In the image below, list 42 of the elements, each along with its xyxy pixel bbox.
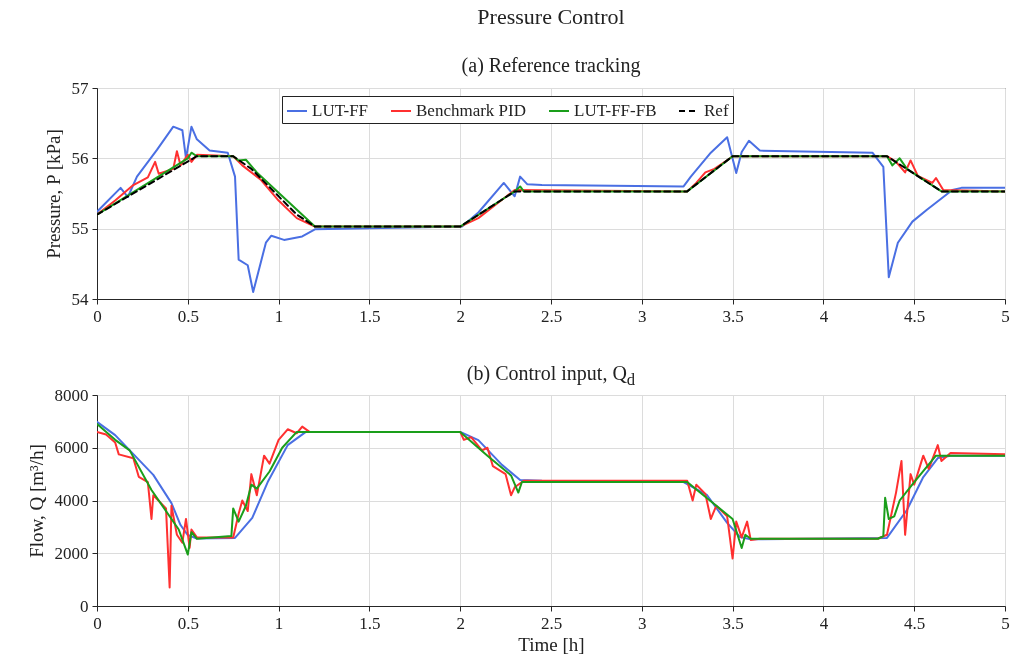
x-tick-label: 3.5 [722,613,744,633]
chart-title: Pressure Control [476,4,626,30]
legend-label: LUT-FF [312,101,369,120]
x-tick-label: 2.5 [540,613,563,633]
x-tick-label: 2 [456,306,465,326]
y-tick-label: 8000 [54,385,89,405]
x-tick-label: 4 [819,306,829,326]
legend-label: Ref [704,101,729,120]
legend-label: Benchmark PID [416,101,527,120]
x-tick-label: 0.5 [177,306,199,326]
x-tick-label: 5 [1001,306,1010,326]
y-tick-label: 54 [71,289,89,309]
x-tick-label: 0 [93,613,102,633]
x-tick-label: 4.5 [904,306,926,326]
chart-subtitle: (a) Reference tracking [460,54,642,77]
x-tick-label: 4.5 [904,613,926,633]
x-tick-label: 4 [819,613,829,633]
x-tick-label: 2.5 [540,306,563,326]
y-axis-title: Flow, Q [m³/h] [25,444,47,558]
x-tick-label: 0.5 [177,613,199,633]
y-tick-label: 0 [80,596,89,616]
x-tick-label: 3 [638,613,647,633]
x-axis-title: Time [h] [518,633,585,655]
y-tick-label: 4000 [54,491,89,510]
x-tick-label: 3 [638,306,647,326]
y-tick-label: 6000 [54,438,89,458]
x-tick-label: 3.5 [722,306,744,326]
x-tick-label: 1.5 [359,306,381,326]
x-tick-label: 1 [274,306,284,326]
y-tick-label: 56 [71,148,89,168]
y-tick-label: 55 [71,219,89,239]
y-tick-label: 2000 [54,543,89,563]
y-axis-title: Pressure, P [kPa] [42,129,64,259]
x-tick-label: 1 [274,613,284,633]
x-tick-label: 0 [93,306,102,326]
legend-label: LUT-FF-FB [574,101,657,120]
y-tick-label: 57 [71,78,89,98]
line-series [97,125,1005,293]
x-tick-label: 5 [1001,613,1010,633]
x-tick-label: 1.5 [359,613,381,633]
chart-title: (b) Control input, Q$_{d}$ [465,362,637,390]
x-tick-label: 2 [456,613,465,633]
